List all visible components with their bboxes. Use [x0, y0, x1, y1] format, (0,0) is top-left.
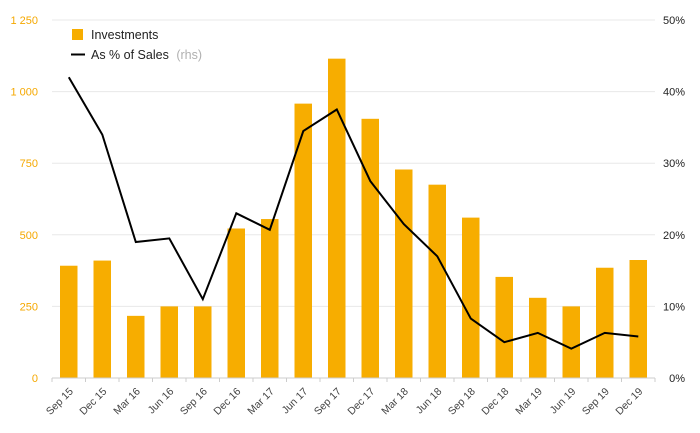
x-tick-label: Sep 18 — [446, 386, 478, 418]
right-tick-label: 0% — [669, 373, 685, 385]
legend-label-sales-suffix: (rhs) — [176, 48, 202, 62]
x-tick-label: Jun 17 — [280, 386, 311, 417]
left-axis-tick-labels: 0 250 500 750 1 000 1 250 — [10, 15, 38, 385]
bar — [629, 260, 647, 378]
bar — [562, 306, 580, 378]
x-tick-label: Mar 19 — [513, 386, 545, 418]
bar — [227, 228, 245, 378]
x-tick-label: Mar 17 — [245, 386, 277, 418]
x-tick-label: Dec 18 — [479, 386, 511, 418]
bar — [194, 306, 212, 378]
x-tick-label: Mar 18 — [379, 386, 411, 418]
bar — [495, 276, 513, 378]
x-tick-label: Jun 16 — [146, 386, 177, 417]
right-axis-tick-labels: 0% 10% 20% 30% 40% 50% — [663, 15, 685, 385]
bar — [328, 58, 346, 378]
bar — [261, 219, 279, 378]
left-tick-label: 1 000 — [10, 87, 38, 99]
bar — [361, 118, 379, 379]
x-tick-label: Sep 17 — [312, 386, 344, 418]
left-tick-label: 500 — [20, 230, 38, 242]
right-tick-label: 50% — [663, 15, 685, 27]
x-tick-label: Mar 16 — [111, 386, 143, 418]
left-tick-label: 250 — [20, 301, 38, 313]
bar — [160, 306, 178, 378]
legend: Investments As % of Sales (rhs) — [71, 28, 202, 62]
bar — [529, 297, 547, 378]
bar — [127, 315, 145, 378]
x-tick-label: Dec 17 — [345, 386, 377, 418]
x-tick-label: Jun 19 — [548, 386, 579, 417]
x-tick-label: Sep 15 — [44, 386, 76, 418]
bar — [93, 260, 111, 378]
right-tick-label: 10% — [663, 301, 685, 313]
left-tick-label: 0 — [32, 373, 38, 385]
bar — [60, 265, 78, 378]
legend-label-sales: As % of Sales (rhs) — [91, 48, 202, 62]
x-tick-label: Dec 19 — [613, 386, 645, 418]
x-axis-tick-marks — [51, 378, 656, 382]
x-tick-label: Dec 15 — [77, 386, 109, 418]
legend-swatch-investments — [72, 29, 83, 40]
right-tick-label: 40% — [663, 87, 685, 99]
x-tick-label: Jun 18 — [414, 386, 445, 417]
legend-label-investments: Investments — [91, 28, 158, 42]
sales-percentage-line — [67, 76, 639, 350]
investment-bars — [60, 58, 647, 379]
right-tick-label: 30% — [663, 158, 685, 170]
right-tick-label: 20% — [663, 230, 685, 242]
bar — [395, 169, 413, 378]
left-tick-label: 750 — [20, 158, 38, 170]
x-tick-label: Sep 16 — [178, 386, 210, 418]
x-tick-label: Sep 19 — [580, 386, 612, 418]
bar — [462, 217, 480, 378]
x-tick-label: Dec 16 — [211, 386, 243, 418]
gridlines — [52, 19, 655, 307]
bar — [428, 184, 446, 378]
bar — [294, 103, 312, 379]
x-axis-tick-labels: Sep 15 Dec 15 Mar 16 Jun 16 Sep 16 Dec 16 Mar … — [44, 386, 646, 418]
left-tick-label: 1 250 — [10, 15, 38, 27]
bar — [596, 267, 614, 378]
legend-label-sales-main: As % of Sales — [91, 48, 169, 62]
